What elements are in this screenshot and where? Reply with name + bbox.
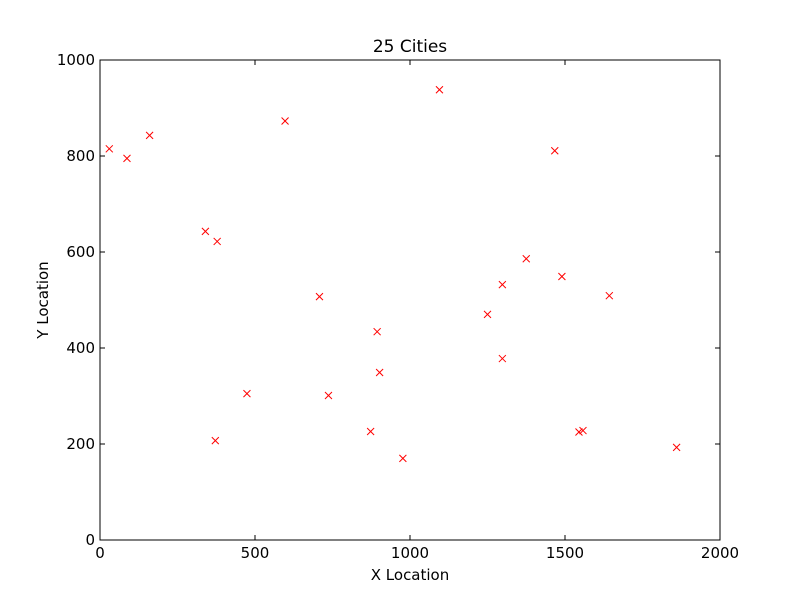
y-tick-label: 200 — [66, 435, 95, 453]
x-tick-label: 1500 — [546, 544, 584, 562]
city-point — [243, 389, 251, 398]
city-point — [123, 154, 131, 163]
city-point — [558, 272, 566, 281]
y-tick-label: 600 — [66, 243, 95, 261]
y-tick-label: 400 — [66, 339, 95, 357]
x-axis-label: X Location — [371, 566, 450, 584]
city-point — [483, 310, 492, 319]
city-point — [498, 354, 507, 363]
chart-title: 25 Cities — [373, 37, 447, 57]
city-point — [522, 254, 531, 263]
city-point — [435, 85, 444, 94]
data-points — [105, 85, 681, 463]
city-point — [550, 146, 559, 155]
city-point — [201, 227, 210, 236]
city-point — [579, 426, 587, 435]
city-point — [211, 436, 220, 445]
city-point — [575, 428, 583, 436]
city-point — [373, 327, 381, 336]
y-tick-label: 1000 — [57, 51, 95, 69]
city-point — [399, 454, 407, 463]
city-point — [324, 391, 333, 400]
x-axis-ticks: 0 500 1000 1500 2000 — [95, 60, 739, 562]
city-point — [366, 427, 375, 436]
city-point — [375, 368, 384, 377]
city-point — [105, 144, 114, 153]
y-axis-ticks: 0 200 400 600 800 1000 — [57, 51, 720, 549]
x-tick-label: 500 — [241, 544, 270, 562]
y-axis-label: Y Location — [34, 261, 52, 339]
city-point — [498, 280, 507, 289]
city-point — [605, 291, 614, 300]
x-tick-label: 2000 — [701, 544, 739, 562]
city-point — [213, 237, 222, 246]
y-tick-label: 0 — [85, 531, 95, 549]
city-point — [315, 292, 324, 301]
city-point — [672, 443, 681, 452]
y-tick-label: 800 — [66, 147, 95, 165]
plot-frame — [99, 59, 721, 541]
city-point — [281, 117, 289, 125]
city-point — [145, 131, 154, 140]
x-tick-label: 0 — [95, 544, 105, 562]
x-tick-label: 1000 — [391, 544, 429, 562]
